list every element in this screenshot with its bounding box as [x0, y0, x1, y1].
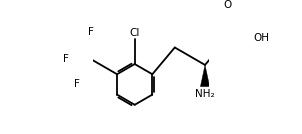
- Text: Cl: Cl: [130, 28, 140, 38]
- Polygon shape: [201, 65, 210, 87]
- Text: F: F: [88, 27, 94, 37]
- Text: OH: OH: [253, 33, 269, 43]
- Text: NH₂: NH₂: [195, 89, 215, 99]
- Text: O: O: [223, 0, 232, 10]
- Text: F: F: [63, 54, 69, 64]
- Text: F: F: [74, 79, 80, 89]
